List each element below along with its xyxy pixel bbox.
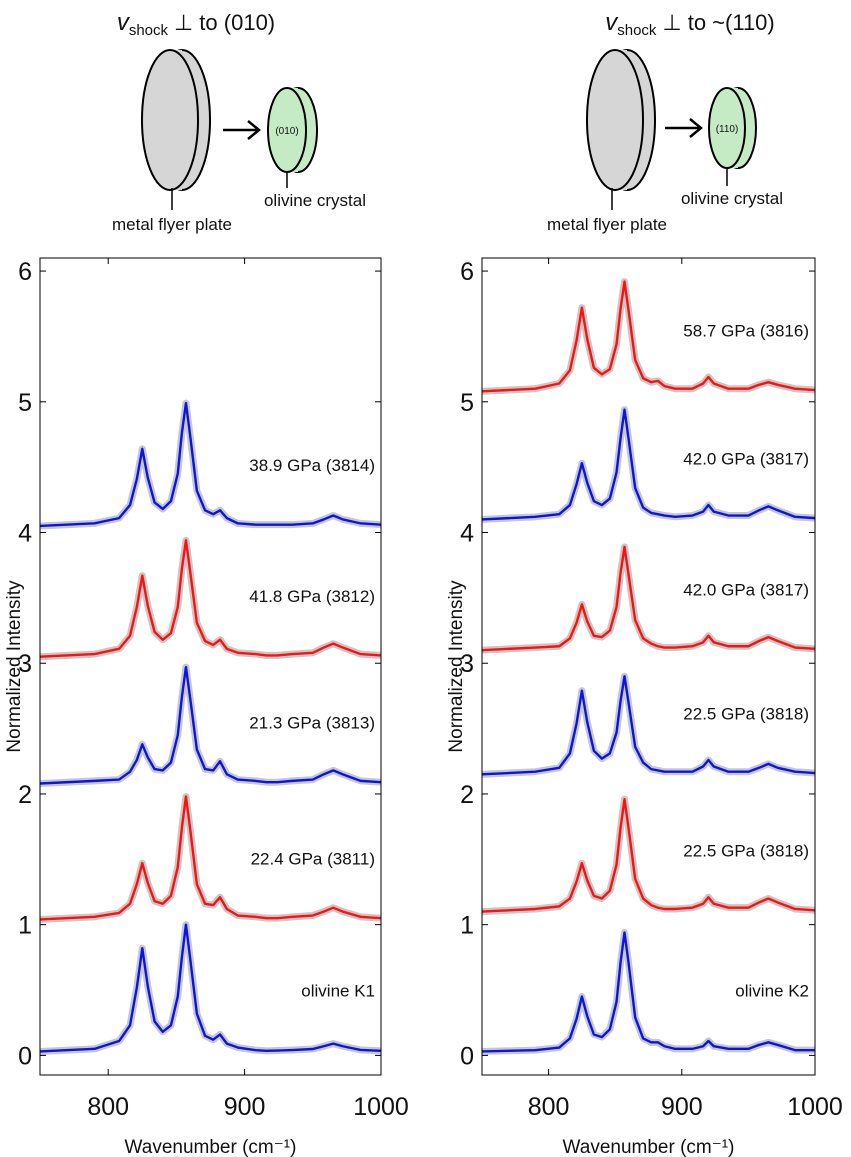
x-tick-label: 800 bbox=[87, 1093, 129, 1121]
spectrum-line bbox=[481, 675, 816, 776]
y-tick-label: 2 bbox=[460, 781, 474, 809]
series-label: 21.3 GPa (3813) bbox=[249, 714, 375, 733]
y-axis-label: Normalized Intensity bbox=[4, 580, 25, 753]
series-label: 38.9 GPa (3814) bbox=[249, 456, 375, 475]
arrow bbox=[223, 120, 261, 140]
y-tick-label: 5 bbox=[18, 389, 32, 417]
series-label: 42.0 GPa (3817) bbox=[683, 450, 809, 469]
plate-label: metal flyer plate bbox=[547, 215, 667, 234]
spectrum-line bbox=[481, 931, 815, 1053]
plate-front bbox=[141, 49, 199, 191]
y-tick-label: 1 bbox=[460, 912, 474, 940]
arrow bbox=[665, 118, 703, 138]
diagram-right: vshock ⊥ to ~(110) (110) olivine crystal … bbox=[547, 9, 783, 234]
y-tick-label: 2 bbox=[18, 781, 32, 809]
series-label: olivine K2 bbox=[735, 982, 809, 1001]
diagram-title: vshock ⊥ to ~(110) bbox=[605, 9, 775, 39]
face-label: (010) bbox=[275, 126, 298, 137]
y-tick-label: 4 bbox=[18, 520, 32, 548]
spectrum-line bbox=[39, 539, 382, 658]
y-tick-label: 3 bbox=[460, 650, 474, 678]
spectrum-line bbox=[481, 797, 816, 913]
series-label: 22.5 GPa (3818) bbox=[683, 704, 809, 723]
series-label: olivine K1 bbox=[301, 982, 375, 1001]
chart-panel: olivine K2 22.5 GPa (3818) 22.5 GPa (3818)… bbox=[446, 257, 843, 1157]
noise-band bbox=[481, 672, 816, 778]
crystal-label: olivine crystal bbox=[681, 189, 783, 208]
plate-front bbox=[586, 49, 644, 191]
y-tick-label: 6 bbox=[460, 258, 474, 286]
y-tick-label: 4 bbox=[460, 520, 474, 548]
spectrum-line bbox=[481, 280, 816, 393]
series-label: 22.5 GPa (3818) bbox=[683, 842, 809, 861]
y-tick-label: 5 bbox=[460, 389, 474, 417]
x-axis-label: Wavenumber (cm⁻¹) bbox=[563, 1137, 735, 1157]
face-label: (110) bbox=[716, 124, 739, 135]
spectrum-line bbox=[39, 795, 382, 921]
series-label: 22.4 GPa (3811) bbox=[251, 850, 375, 869]
crystal-label: olivine crystal bbox=[264, 191, 366, 210]
x-tick-label: 900 bbox=[224, 1093, 266, 1121]
series-label: 41.8 GPa (3812) bbox=[249, 587, 375, 606]
x-axis-label: Wavenumber (cm⁻¹) bbox=[125, 1137, 297, 1157]
spectrum-line bbox=[481, 545, 816, 652]
x-tick-label: 800 bbox=[528, 1093, 570, 1121]
diagram-left: vshock ⊥ to (010) (010) olivine crystal m… bbox=[112, 9, 366, 234]
y-tick-label: 6 bbox=[18, 258, 32, 286]
y-axis-label: Normalized Intensity bbox=[446, 580, 467, 753]
spectrum-line bbox=[39, 401, 382, 528]
chart-panel: olivine K1 22.4 GPa (3811) 21.3 GPa (3813)… bbox=[4, 257, 409, 1157]
y-tick-label: 0 bbox=[18, 1042, 32, 1070]
spectrum-line bbox=[39, 665, 382, 785]
y-tick-label: 1 bbox=[18, 912, 32, 940]
diagram-title: vshock ⊥ to (010) bbox=[117, 9, 275, 39]
spectrum-line bbox=[39, 923, 382, 1053]
spectrum-line bbox=[481, 408, 816, 521]
plot-frame bbox=[481, 257, 816, 1076]
y-tick-label: 3 bbox=[18, 650, 32, 678]
plate-label: metal flyer plate bbox=[112, 215, 232, 234]
x-tick-label: 1000 bbox=[787, 1093, 843, 1121]
x-tick-label: 1000 bbox=[353, 1093, 409, 1121]
plot-frame bbox=[39, 257, 382, 1076]
y-tick-label: 0 bbox=[460, 1042, 474, 1070]
x-tick-label: 900 bbox=[661, 1093, 703, 1121]
series-label: 42.0 GPa (3817) bbox=[683, 580, 809, 599]
series-label: 58.7 GPa (3816) bbox=[683, 321, 809, 340]
